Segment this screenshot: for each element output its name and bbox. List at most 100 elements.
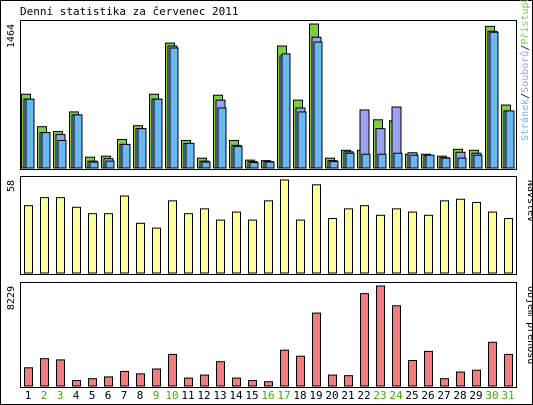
bar-visits-7 xyxy=(120,195,129,274)
bar-stranek-24 xyxy=(393,152,403,169)
bar-visits-9 xyxy=(152,227,161,274)
bar-visits-21 xyxy=(344,208,353,274)
bar-visits-8 xyxy=(136,222,145,274)
day-label-7: 7 xyxy=(121,389,128,402)
bar-visits-4 xyxy=(72,206,81,274)
legend-volume: Objem přenosu xyxy=(525,286,533,364)
bar-stranek-28 xyxy=(457,157,467,169)
day-label-26: 26 xyxy=(421,389,434,402)
bar-stranek-25 xyxy=(409,154,419,169)
bar-volume-1 xyxy=(24,367,33,387)
bar-visits-12 xyxy=(200,208,209,274)
max-value-label-volume: 8229 xyxy=(6,286,17,310)
legend-visits: Návštěv xyxy=(525,180,533,222)
panel-frame-volume xyxy=(20,282,517,388)
day-label-6: 6 xyxy=(105,389,112,402)
bar-visits-2 xyxy=(40,197,49,274)
bar-volume-29 xyxy=(472,369,481,387)
bar-visits-6 xyxy=(104,213,113,274)
bar-stranek-31 xyxy=(505,110,515,169)
chart-title: Denní statistika za červenec 2011 xyxy=(20,5,239,18)
day-label-23: 23 xyxy=(373,389,386,402)
legend-item-2: Přístupů xyxy=(519,0,531,45)
day-label-9: 9 xyxy=(153,389,160,402)
panel-volume: 8229 Objem přenosu xyxy=(6,282,533,388)
day-label-25: 25 xyxy=(405,389,418,402)
bar-visits-17 xyxy=(280,179,289,274)
bar-stranek-21 xyxy=(345,152,355,169)
bar-stranek-13 xyxy=(217,107,227,169)
bar-volume-9 xyxy=(152,368,161,387)
bar-volume-15 xyxy=(248,380,257,387)
day-label-18: 18 xyxy=(293,389,306,402)
max-value-label-traffic: 1464 xyxy=(6,24,17,48)
day-label-27: 27 xyxy=(437,389,450,402)
bar-stranek-26 xyxy=(425,154,435,169)
bar-visits-3 xyxy=(56,197,65,274)
bar-visits-20 xyxy=(328,217,337,274)
bar-visits-15 xyxy=(248,219,257,274)
bar-visits-18 xyxy=(296,219,305,274)
day-labels: 1 2 3 4 5 6 7 8 9 10 11 12 13 14 15 16 17 18 19 20 21 22 23 24 2… xyxy=(25,389,515,402)
day-label-28: 28 xyxy=(453,389,466,402)
bar-visits-29 xyxy=(472,201,481,274)
bar-volume-18 xyxy=(296,355,305,387)
panel-visits: 58 Návštěv xyxy=(6,176,533,275)
bar-volume-25 xyxy=(408,359,417,387)
bar-volume-28 xyxy=(456,371,465,387)
bar-volume-8 xyxy=(136,373,145,387)
day-label-13: 13 xyxy=(213,389,226,402)
bar-visits-22 xyxy=(360,205,369,274)
bar-volume-27 xyxy=(440,378,449,387)
day-label-19: 19 xyxy=(309,389,322,402)
bar-stranek-6 xyxy=(105,160,115,169)
bar-volume-7 xyxy=(120,370,129,387)
bar-stranek-3 xyxy=(57,139,67,169)
bar-stranek-30 xyxy=(489,31,499,169)
legend-traffic: Stránek/Souborů/Přístupů xyxy=(519,0,531,141)
day-label-31: 31 xyxy=(501,389,514,402)
day-label-12: 12 xyxy=(197,389,210,402)
legend-separator: / xyxy=(520,45,531,51)
bar-visits-14 xyxy=(232,211,241,274)
bar-visits-27 xyxy=(440,200,449,274)
panel-frame-traffic xyxy=(20,20,517,170)
bar-volume-11 xyxy=(184,377,193,387)
day-label-29: 29 xyxy=(469,389,482,402)
bar-volume-30 xyxy=(488,341,497,387)
bar-visits-26 xyxy=(424,214,433,274)
bar-stranek-20 xyxy=(329,161,339,169)
legend-item-0: Stránek xyxy=(519,99,531,141)
bar-volume-2 xyxy=(40,358,49,387)
bar-volume-16 xyxy=(264,381,273,387)
day-label-16: 16 xyxy=(261,389,274,402)
panel-frame-visits xyxy=(20,176,517,275)
bar-stranek-8 xyxy=(137,128,147,169)
bar-visits-5 xyxy=(88,213,97,274)
bar-stranek-22 xyxy=(361,153,371,169)
bar-volume-22 xyxy=(360,293,369,387)
bar-stranek-11 xyxy=(185,142,195,169)
bar-stranek-10 xyxy=(169,47,179,169)
bar-stranek-27 xyxy=(441,157,451,169)
bar-volume-23 xyxy=(376,285,385,387)
bar-visits-24 xyxy=(392,208,401,274)
bar-volume-26 xyxy=(424,350,433,387)
bar-visits-1 xyxy=(24,205,33,274)
day-label-4: 4 xyxy=(73,389,80,402)
bar-volume-4 xyxy=(72,380,81,387)
bar-visits-28 xyxy=(456,198,465,274)
bar-visits-30 xyxy=(488,211,497,274)
day-label-5: 5 xyxy=(89,389,96,402)
bar-visits-13 xyxy=(216,219,225,274)
bar-stranek-14 xyxy=(233,145,243,169)
bar-stranek-2 xyxy=(41,132,51,169)
bar-volume-13 xyxy=(216,361,225,387)
bar-stranek-16 xyxy=(265,161,275,169)
day-label-30: 30 xyxy=(485,389,498,402)
bar-stranek-19 xyxy=(313,41,323,169)
bar-stranek-17 xyxy=(281,53,291,169)
day-label-15: 15 xyxy=(245,389,258,402)
bar-volume-17 xyxy=(280,349,289,387)
